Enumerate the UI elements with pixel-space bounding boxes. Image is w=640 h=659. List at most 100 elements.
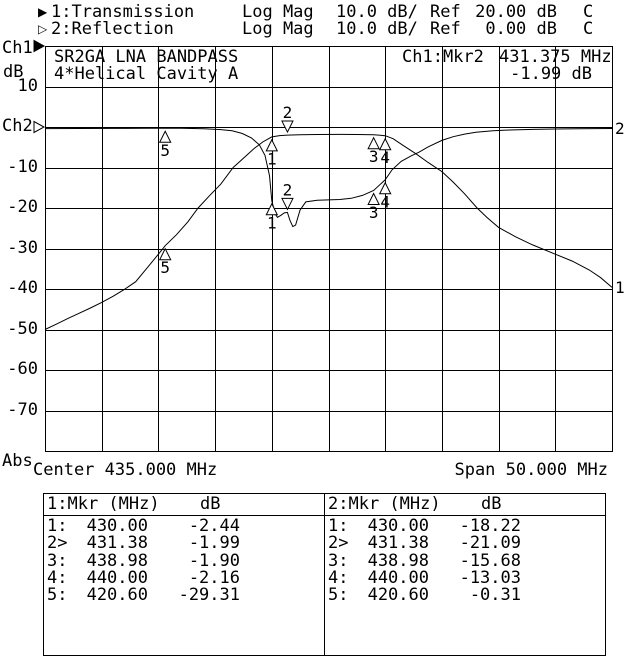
marker-row-number: 1: (47, 516, 68, 536)
axis-unit-label: dB (3, 62, 24, 82)
trace1-annotation: ▶ 1:Transmission Log Mag 10.0 dB/ Ref 20… (0, 4, 640, 22)
y-tick-label: -50 (7, 318, 38, 339)
marker-row-value: -2.16 (188, 568, 240, 588)
marker-row-number: 1: (328, 516, 349, 536)
channel2-axis-label: Ch2 (2, 116, 33, 136)
trace1-correction-status: C (583, 2, 594, 22)
center-frequency-label: Center 435.000 MHz (33, 460, 218, 480)
marker3-transmission-triangle-icon (367, 136, 380, 150)
trace2-ref-value: 0.00 dB (485, 19, 557, 39)
marker-row-value: -1.90 (188, 551, 240, 571)
marker2-reflection-digit: 2 (283, 180, 293, 199)
trace-end-label-1: 1 (615, 278, 625, 297)
abs-mode-label: Abs (2, 451, 33, 471)
marker4-transmission-digit: 4 (380, 148, 390, 167)
marker1-reflection-triangle-icon (265, 202, 279, 216)
trace1-active-pointer-icon: ▶ (38, 5, 48, 19)
marker-row-number: 2> (328, 533, 349, 553)
marker-row-frequency: 438.98 (367, 551, 429, 571)
marker-row-frequency: 420.60 (86, 585, 148, 605)
channel1-ref-pointer-icon (33, 39, 46, 53)
marker-row-number: 5: (328, 585, 349, 605)
marker-table-divider (324, 494, 325, 655)
marker-readout-channel: Ch1:Mkr2 (402, 47, 484, 67)
marker-row-number: 4: (47, 568, 68, 588)
trace-end-label-2: 2 (615, 119, 625, 138)
marker3-reflection-digit: 3 (369, 203, 379, 222)
plot-title-line1: SR2GA LNA BANDPASS (54, 47, 239, 67)
marker-row-frequency: 420.60 (367, 585, 429, 605)
y-tick-label: -20 (7, 197, 38, 217)
y-tick-label: -40 (7, 278, 38, 298)
marker-row-number: 3: (47, 551, 68, 571)
marker5-reflection-triangle-icon (158, 130, 172, 143)
marker1-transmission-triangle-icon (265, 138, 279, 152)
plot-title-line2: 4*Helical Cavity A (54, 64, 239, 84)
marker2-transmission-active-triangle-icon (281, 120, 294, 134)
trace2-scale: 10.0 dB/ (336, 19, 418, 39)
marker-row-value: -0.31 (469, 585, 521, 605)
trace1-ref-label: Ref (430, 2, 461, 22)
marker-row-value: -1.99 (188, 533, 240, 553)
marker-row-frequency: 430.00 (367, 516, 429, 536)
marker-tables-panel: 1:Mkr (MHz) dB 1: 430.00 -2.44 2> 431.38 -1.99 3… (43, 493, 606, 656)
trace2-ref-label: Ref (430, 19, 461, 39)
marker-row-number: 2> (47, 533, 68, 553)
marker4-reflection-digit: 4 (380, 192, 390, 211)
marker-table-unit-header: dB (200, 494, 221, 514)
trace-reflection (44, 127, 613, 228)
marker2-reflection-active-triangle-icon (281, 197, 294, 211)
marker-table-ch2: 2:Mkr (MHz) dB 1: 430.00 -18.22 2> 431.38 -21.0… (325, 494, 606, 655)
marker-table-ch1: 1:Mkr (MHz) dB 1: 430.00 -2.44 2> 431.38 -1.99 3… (44, 494, 324, 655)
y-tick-label: -30 (7, 237, 38, 258)
marker1-reflection-digit: 1 (267, 213, 277, 232)
trace2-annotation: ▷ 2:Reflection Log Mag 10.0 dB/ Ref 0.00… (0, 21, 640, 39)
marker-row-frequency: 440.00 (86, 568, 148, 588)
marker-row-frequency: 438.98 (86, 551, 148, 571)
marker-row-value: -18.22 (459, 516, 521, 536)
marker-row-value: -2.44 (188, 516, 240, 536)
marker3-reflection-triangle-icon (367, 192, 380, 206)
trace1-label: 1:Transmission (51, 2, 195, 22)
marker-row-value: -29.31 (178, 585, 240, 605)
marker3-transmission-digit: 3 (369, 147, 379, 166)
marker-row-frequency: 431.38 (367, 533, 429, 553)
y-tick-label: -70 (7, 399, 38, 420)
channel2-ref-pointer-icon (33, 120, 46, 134)
marker2-transmission-digit: 2 (283, 103, 293, 122)
marker1-transmission-digit: 1 (267, 149, 277, 168)
channel1-axis-label: Ch1 (2, 38, 33, 58)
marker4-transmission-triangle-icon (378, 137, 392, 151)
marker5-transmission-triangle-icon (158, 247, 172, 261)
marker-row-value: -21.09 (459, 533, 521, 553)
trace2-label: 2:Reflection (51, 19, 174, 39)
marker-row-number: 3: (328, 551, 349, 571)
marker-readout-frequency: 431.375 MHz (499, 47, 612, 67)
marker-table-title: 1:Mkr (MHz) (47, 494, 160, 514)
trace2-format: Log Mag (242, 19, 314, 39)
trace1-format: Log Mag (242, 2, 314, 22)
marker-readout-value: -1.99 dB (510, 64, 592, 84)
y-tick-label: -60 (7, 359, 38, 379)
marker-row-number: 5: (47, 585, 68, 605)
y-tick-label: 10 (17, 75, 38, 96)
y-tick-label: -10 (7, 156, 38, 177)
trace2-correction-status: C (583, 19, 594, 39)
marker-row-number: 4: (328, 568, 349, 588)
marker4-reflection-triangle-icon (378, 181, 392, 195)
marker-table-title: 2:Mkr (MHz) (328, 494, 441, 514)
marker-row-frequency: 440.00 (367, 568, 429, 588)
trace1-scale: 10.0 dB/ (336, 2, 418, 22)
marker-row-frequency: 431.38 (86, 533, 148, 553)
marker-row-value: -15.68 (459, 551, 521, 571)
marker5-reflection-digit: 5 (160, 141, 170, 160)
marker-table-unit-header: dB (481, 494, 502, 514)
marker-row-frequency: 430.00 (86, 516, 148, 536)
marker5-transmission-digit: 5 (160, 258, 170, 277)
trace1-ref-value: 20.00 dB (475, 2, 557, 22)
trace-transmission (44, 133, 613, 330)
trace2-inactive-pointer-icon: ▷ (38, 22, 48, 36)
marker-row-value: -13.03 (459, 568, 521, 588)
